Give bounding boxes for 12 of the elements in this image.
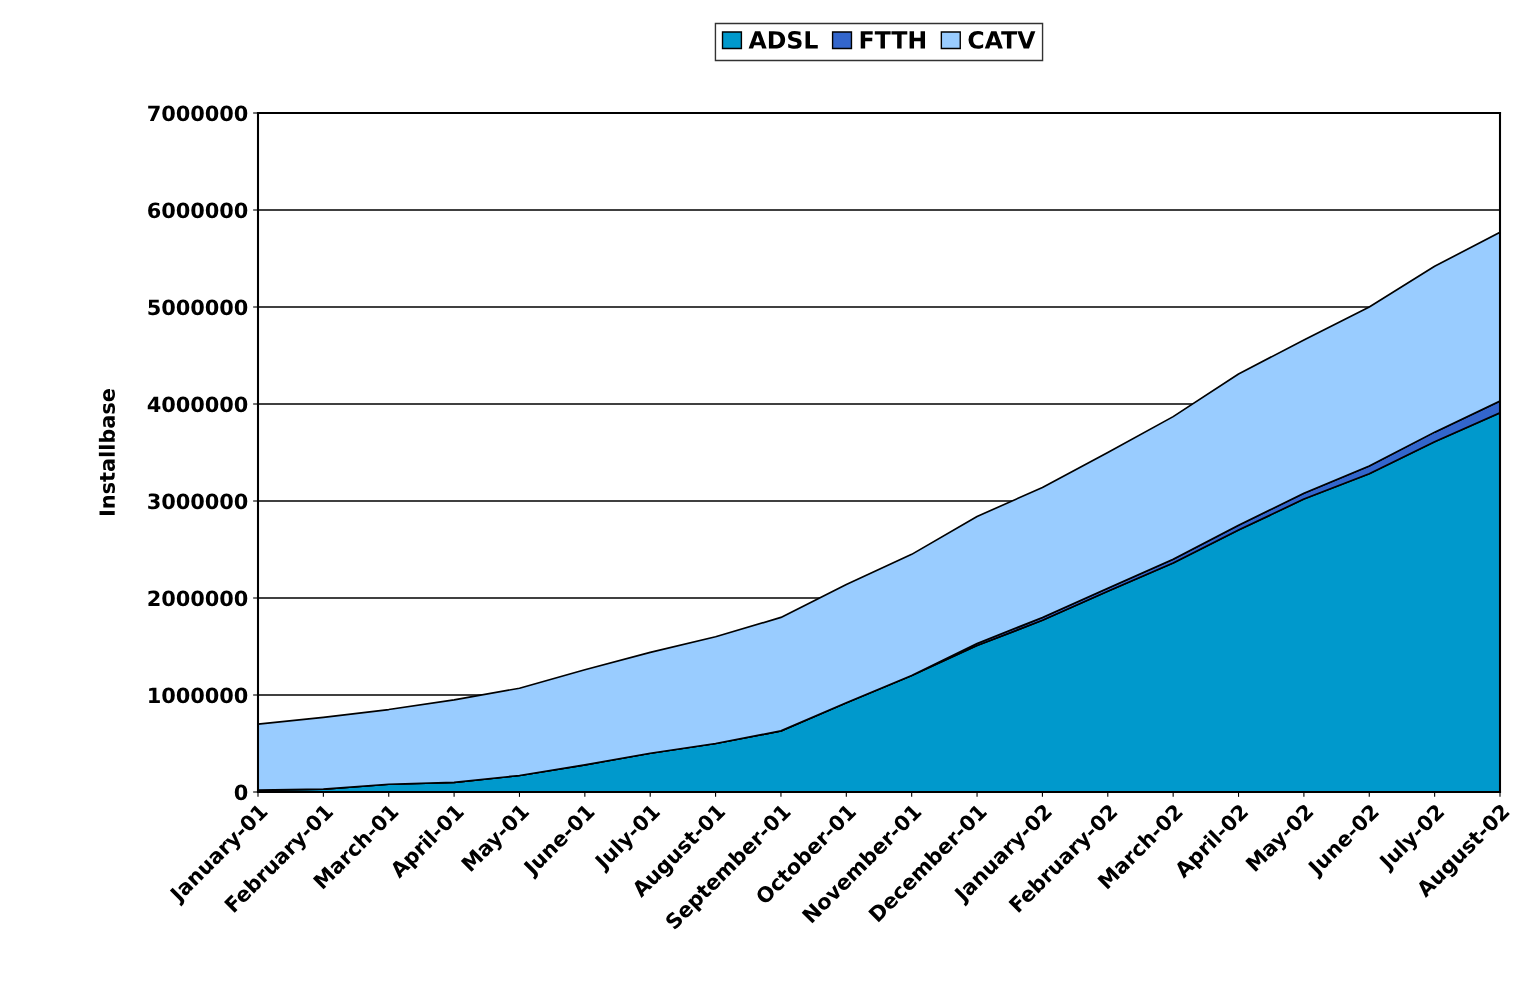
- y-tick-label: 6000000: [148, 202, 248, 219]
- y-tick-label: 2000000: [148, 590, 248, 607]
- legend-label: CATV: [968, 30, 1036, 49]
- legend-label: FTTH: [860, 31, 926, 49]
- y-tick-label: 1000000: [149, 687, 248, 704]
- y-axis-title: Installbase: [98, 389, 115, 515]
- y-tick-label: 7000000: [148, 105, 248, 122]
- y-tick-label: 5000000: [148, 299, 248, 316]
- y-tick-label: 4000000: [147, 396, 248, 413]
- y-tick-label: 3000000: [148, 493, 248, 510]
- y-tick-label: 0: [234, 784, 248, 801]
- legend-label: ADSL: [748, 30, 818, 49]
